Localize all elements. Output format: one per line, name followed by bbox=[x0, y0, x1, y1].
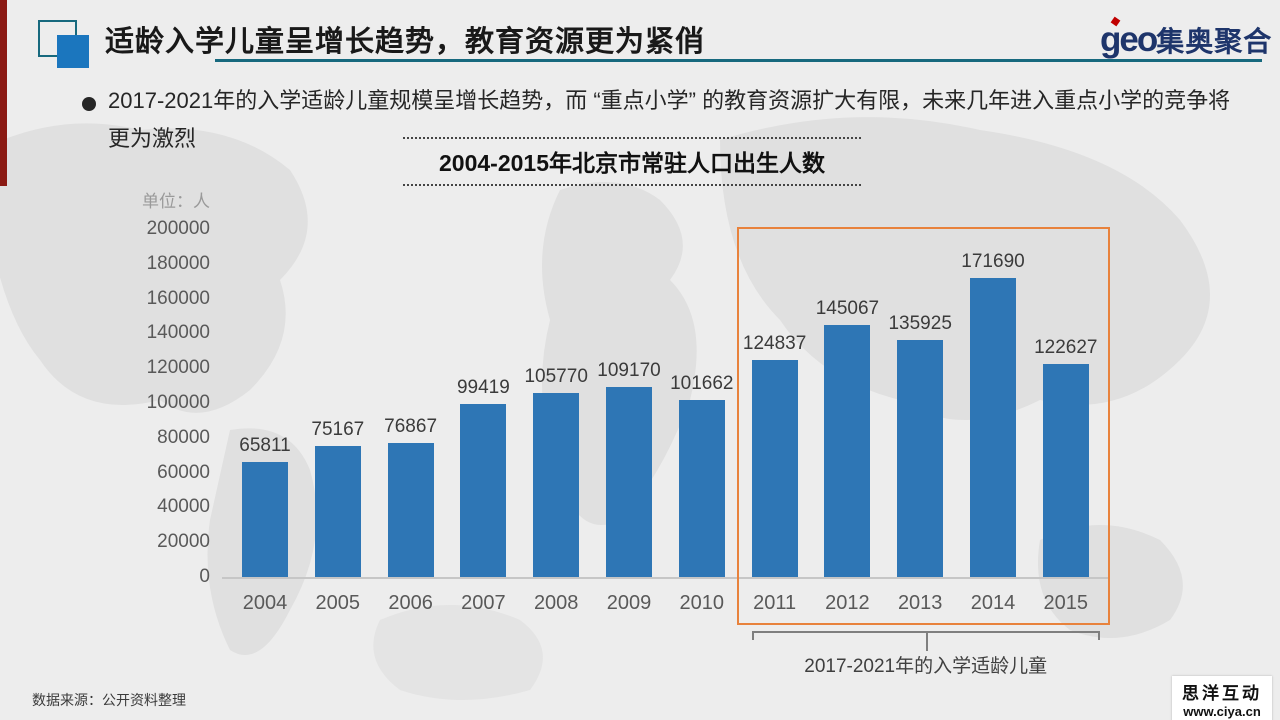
bar-value-label: 171690 bbox=[961, 251, 1025, 273]
x-tick-label: 2009 bbox=[606, 592, 652, 614]
x-tick-label: 2007 bbox=[461, 592, 506, 614]
bar bbox=[1042, 363, 1089, 577]
bullet-icon bbox=[82, 97, 96, 111]
x-tick-label: 2011 bbox=[753, 592, 797, 614]
bar-value-label: 76867 bbox=[384, 416, 438, 438]
highlight-label: 2017-2021年的入学适龄儿童 bbox=[804, 656, 1048, 677]
geo-logo: geo集奥聚合 bbox=[1100, 20, 1273, 60]
x-tick-label: 2014 bbox=[970, 592, 1016, 614]
bar-value-label: 145067 bbox=[815, 297, 880, 319]
watermark: 思洋互动 www.ciya.cn bbox=[1172, 676, 1272, 720]
bar-value-label: 109170 bbox=[597, 360, 661, 382]
bar bbox=[897, 340, 944, 577]
bar-value-label: 135925 bbox=[888, 313, 952, 335]
x-tick-label: 2006 bbox=[388, 592, 433, 614]
y-tick-label: 120000 bbox=[146, 357, 210, 379]
highlight-box bbox=[736, 227, 1110, 625]
bar bbox=[242, 462, 288, 577]
bar-value-label: 105770 bbox=[524, 365, 588, 387]
bracket-stem bbox=[925, 631, 928, 651]
watermark-url: www.ciya.cn bbox=[1183, 704, 1261, 719]
bar bbox=[314, 446, 361, 577]
bar bbox=[751, 359, 798, 577]
watermark-name: 思洋互动 bbox=[1182, 684, 1262, 703]
chart-title: 2004-2015年北京市常驻人口出生人数 bbox=[403, 137, 861, 186]
bar-value-label: 75167 bbox=[311, 419, 365, 441]
bar bbox=[533, 392, 580, 577]
bar bbox=[678, 400, 725, 577]
x-tick-label: 2015 bbox=[1043, 592, 1089, 614]
bar-value-label: 124837 bbox=[742, 332, 807, 354]
y-tick-label: 180000 bbox=[146, 252, 210, 274]
bar bbox=[460, 404, 507, 577]
bar-value-label: 101662 bbox=[670, 373, 734, 395]
x-tick-label: 2013 bbox=[897, 592, 943, 614]
data-source: 数据来源：公开资料整理 bbox=[32, 692, 186, 708]
y-tick-label: 20000 bbox=[157, 531, 210, 553]
y-tick-label: 80000 bbox=[157, 426, 210, 448]
y-tick-label: 100000 bbox=[146, 392, 210, 413]
bar bbox=[387, 443, 434, 577]
x-tick-label: 2004 bbox=[242, 592, 288, 614]
bar bbox=[970, 278, 1016, 577]
bar bbox=[606, 387, 652, 577]
bullet-text: 2017-2021年的入学适龄儿童规模呈增长趋势，而 “重点小学” 的教育资源扩… bbox=[108, 88, 1231, 151]
x-axis-line bbox=[222, 577, 1110, 579]
bar-value-label: 122627 bbox=[1034, 336, 1098, 358]
bar bbox=[824, 324, 871, 577]
bar-value-label: 99419 bbox=[456, 377, 510, 398]
page-title: 适龄入学儿童呈增长趋势，教育资源更为紧俏 bbox=[105, 26, 706, 58]
y-tick-label: 0 bbox=[199, 566, 210, 587]
logo-geo-text: geo bbox=[1100, 20, 1158, 59]
x-tick-label: 2005 bbox=[315, 592, 361, 614]
x-tick-label: 2010 bbox=[679, 592, 725, 614]
y-tick-label: 140000 bbox=[146, 322, 210, 344]
chart-unit-label: 单位：人 bbox=[142, 192, 210, 211]
title-square-fill-icon bbox=[57, 35, 89, 68]
bar-value-label: 65811 bbox=[239, 435, 291, 457]
header-divider bbox=[215, 59, 1262, 62]
y-tick-label: 160000 bbox=[146, 287, 210, 309]
logo-cn-text: 集奥聚合 bbox=[1156, 26, 1273, 57]
x-tick-label: 2008 bbox=[533, 592, 579, 614]
y-tick-label: 60000 bbox=[157, 461, 210, 483]
left-accent-bar bbox=[0, 0, 7, 186]
x-tick-label: 2012 bbox=[825, 592, 870, 614]
y-tick-label: 40000 bbox=[157, 496, 210, 518]
y-tick-label: 200000 bbox=[146, 218, 210, 239]
